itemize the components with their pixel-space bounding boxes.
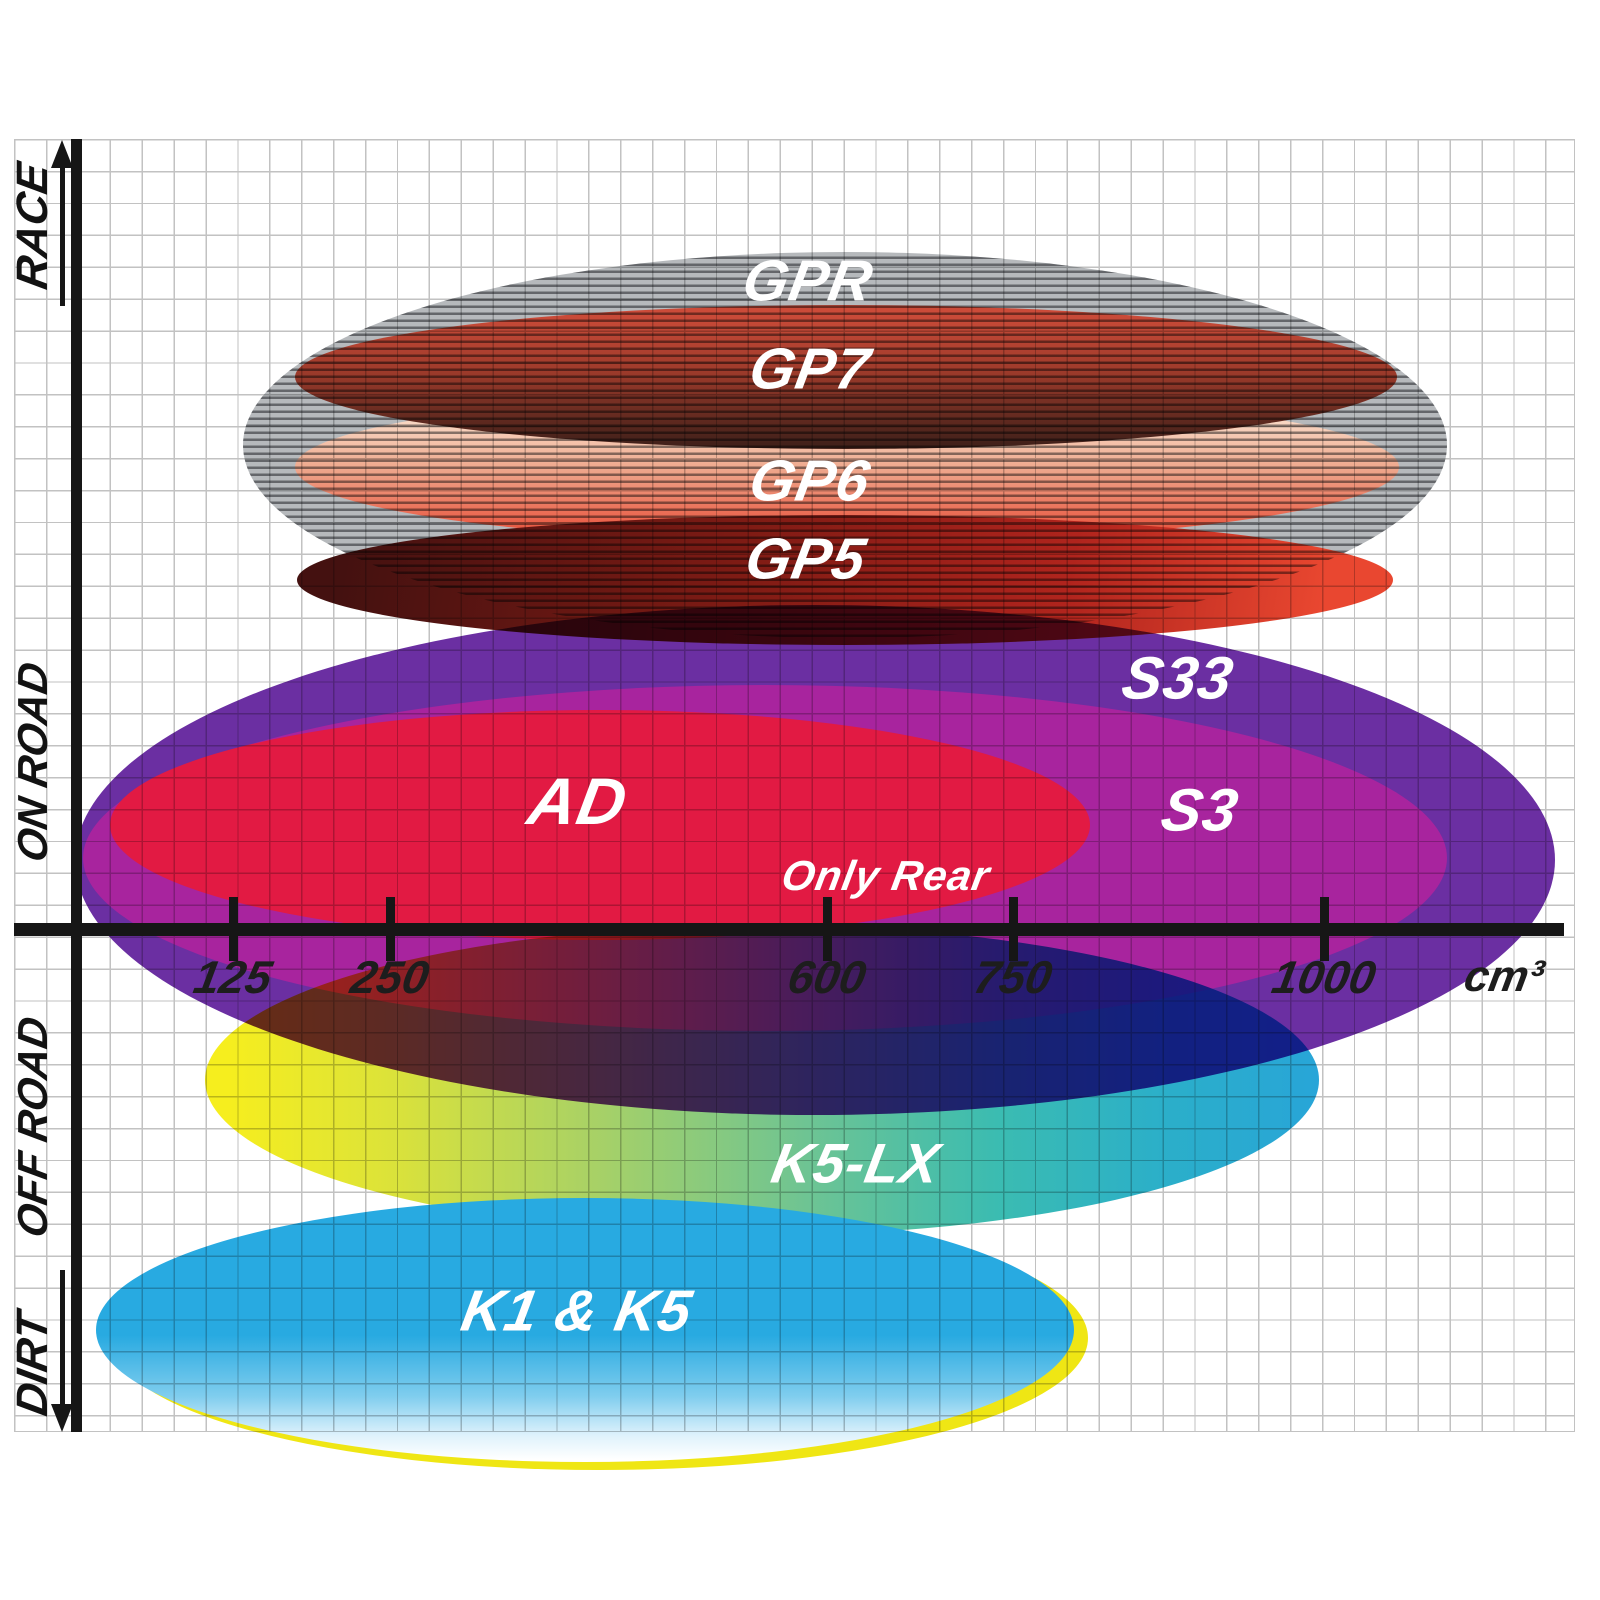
x-axis-unit: cm³ xyxy=(1460,952,1548,1001)
y-label-race: RACE xyxy=(8,159,57,293)
x-tick-125 xyxy=(229,897,238,961)
x-tick-label-1000: 1000 xyxy=(1268,951,1380,1003)
y-label-dirt: DIRT xyxy=(8,1308,57,1420)
race-arrow-up-icon xyxy=(51,140,73,168)
series-label-ad: AD xyxy=(522,764,634,838)
series-label-gp7: GP7 xyxy=(744,336,876,402)
series-label-gpr: GPR xyxy=(737,248,879,314)
race-arrow-shaft xyxy=(60,164,65,306)
series-label-gp6: GP6 xyxy=(744,448,876,514)
x-tick-label-600: 600 xyxy=(784,951,870,1003)
series-label-gp5: GP5 xyxy=(740,526,872,592)
x-tick-label-250: 250 xyxy=(347,951,433,1003)
x-tick-1000 xyxy=(1320,897,1329,961)
series-label-k5lx: K5-LX xyxy=(767,1131,945,1195)
x-tick-250 xyxy=(386,897,395,961)
series-label-s33: S33 xyxy=(1117,644,1239,712)
x-tick-label-125: 125 xyxy=(190,951,276,1003)
x-tick-label-750: 750 xyxy=(970,951,1056,1003)
x-tick-600 xyxy=(823,897,832,961)
series-label-s3: S3 xyxy=(1156,776,1244,844)
x-axis-line xyxy=(14,923,1564,936)
y-axis-line xyxy=(71,139,82,1432)
y-label-on-road: ON ROAD xyxy=(9,658,56,866)
series-label-k1k5: K1 & K5 xyxy=(456,1278,698,1344)
dirt-arrow-down-icon xyxy=(51,1404,73,1432)
y-label-off-road: OFF ROAD xyxy=(9,1013,56,1241)
annotation-ad: Only Rear xyxy=(778,852,994,899)
dirt-arrow-shaft xyxy=(60,1270,65,1406)
x-tick-750 xyxy=(1009,897,1018,961)
